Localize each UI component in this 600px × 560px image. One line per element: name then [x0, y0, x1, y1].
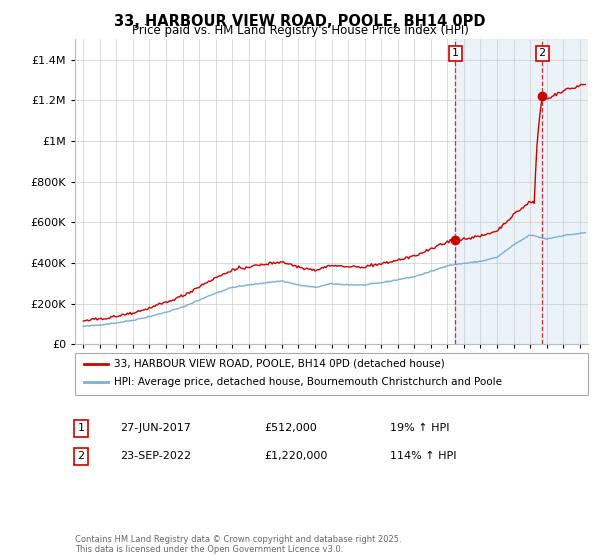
Bar	[455, 39, 588, 344]
Text: Price paid vs. HM Land Registry's House Price Index (HPI): Price paid vs. HM Land Registry's House …	[131, 24, 469, 37]
Text: £1,220,000: £1,220,000	[264, 451, 328, 461]
Text: 1: 1	[452, 49, 459, 58]
Text: 23-SEP-2022: 23-SEP-2022	[120, 451, 191, 461]
Text: £512,000: £512,000	[264, 423, 317, 433]
Text: 2: 2	[77, 451, 85, 461]
Text: 33, HARBOUR VIEW ROAD, POOLE, BH14 0PD: 33, HARBOUR VIEW ROAD, POOLE, BH14 0PD	[114, 14, 486, 29]
Text: 19% ↑ HPI: 19% ↑ HPI	[390, 423, 449, 433]
Text: 114% ↑ HPI: 114% ↑ HPI	[390, 451, 457, 461]
Text: Contains HM Land Registry data © Crown copyright and database right 2025.
This d: Contains HM Land Registry data © Crown c…	[75, 535, 401, 554]
Text: 2: 2	[539, 49, 546, 58]
Text: 27-JUN-2017: 27-JUN-2017	[120, 423, 191, 433]
Text: HPI: Average price, detached house, Bournemouth Christchurch and Poole: HPI: Average price, detached house, Bour…	[114, 377, 502, 388]
Text: 1: 1	[77, 423, 85, 433]
Text: 33, HARBOUR VIEW ROAD, POOLE, BH14 0PD (detached house): 33, HARBOUR VIEW ROAD, POOLE, BH14 0PD (…	[114, 359, 445, 369]
